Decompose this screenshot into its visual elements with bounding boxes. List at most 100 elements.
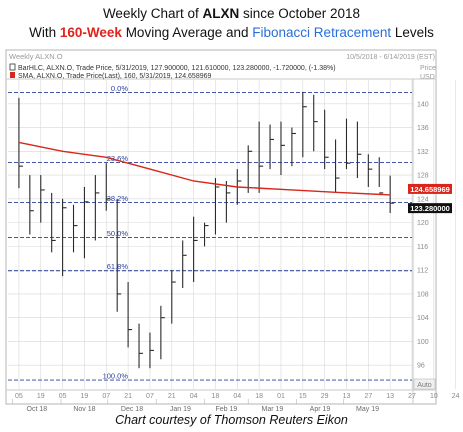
x-tick-label: 21	[124, 393, 132, 400]
price-bar	[160, 305, 165, 360]
subtitle-prefix: With	[29, 25, 60, 40]
x-tick-label: 10	[430, 393, 438, 400]
subtitle-suffix: Levels	[391, 25, 434, 40]
price-bar	[356, 121, 362, 179]
fib-level-label: 38.2%	[107, 194, 129, 203]
sma-160-line	[18, 141, 391, 196]
x-tick-label: 27	[408, 393, 416, 400]
price-bar	[324, 109, 329, 170]
price-bar	[138, 323, 144, 369]
chart-header-left: Weekly ALXN.O	[9, 52, 63, 61]
chart-border	[5, 49, 437, 405]
x-month-label: Mar 19	[261, 406, 283, 413]
price-bar	[40, 175, 45, 223]
price-bars	[18, 91, 395, 369]
subtitle-fib: Fibonacci Retracement	[252, 25, 392, 40]
y-tick-label: 120	[417, 220, 429, 227]
x-tick-label: 07	[102, 393, 110, 400]
x-month-label: May 19	[356, 406, 379, 413]
chart-frame	[5, 49, 437, 405]
x-tick-label: 27	[364, 393, 372, 400]
price-bar	[258, 121, 264, 193]
price-bar	[225, 181, 231, 223]
x-tick-label: 05	[59, 393, 67, 400]
y-tick-label: 136	[417, 125, 429, 132]
y-tick-label: 132	[417, 149, 429, 156]
price-bar	[51, 192, 56, 253]
x-month-label: Apr 19	[310, 406, 331, 413]
price-bar	[313, 94, 318, 152]
price-bar	[62, 198, 67, 277]
x-month-label: Dec 18	[121, 406, 143, 413]
price-bar	[72, 204, 78, 253]
auto-scale-label: Auto	[417, 382, 432, 389]
x-tick-label: 13	[343, 393, 351, 400]
price-bar	[182, 240, 187, 288]
x-tick-label: 15	[299, 393, 307, 400]
price-bar	[269, 124, 275, 170]
legend-sma: SMA, ALXN.O, Trade Price(Last), 160, 5/3…	[10, 72, 212, 80]
fib-level-label: 0.0%	[111, 84, 128, 93]
x-tick-label: 18	[212, 393, 220, 400]
price-bar	[367, 154, 373, 187]
x-tick-label: 07	[146, 393, 154, 400]
x-tick-label: 04	[190, 393, 198, 400]
y-tick-label: 124	[417, 196, 429, 203]
price-bar	[302, 91, 307, 158]
y-tick-label: 104	[417, 315, 429, 322]
price-bar	[127, 282, 133, 348]
price-bar	[378, 157, 384, 194]
fibonacci-levels: 0.0%23.6%38.2%50.0%61.8%100.0%	[8, 84, 412, 381]
y-tick-label: 96	[417, 363, 425, 370]
y-axis: 96 100 104 108 112 116 120 124 128 132 136 140	[417, 101, 429, 369]
price-bar	[247, 145, 253, 193]
price-bar	[149, 332, 154, 369]
price-bar	[203, 222, 209, 247]
price-bar	[94, 175, 100, 241]
x-tick-label: 05	[15, 393, 23, 400]
last-price-badge	[408, 203, 452, 214]
last-price-text: 123.280000	[410, 204, 450, 213]
legend-sma-text: SMA, ALXN.O, Trade Price(Last), 160, 5/3…	[18, 73, 212, 80]
x-axis: 05 19 05 19 07 21 07 21 04 18 04 18 01 15 29 13 27 13 27 10…	[12, 393, 460, 413]
subtitle-ma: 160-Week	[59, 25, 122, 40]
price-bar	[345, 118, 351, 170]
price-bar	[116, 198, 122, 312]
y-tick-label: 112	[417, 268, 428, 275]
title-prefix: Weekly Chart of	[102, 6, 203, 21]
x-month-label: Feb 19	[215, 406, 237, 413]
x-tick-label: 19	[81, 393, 89, 400]
x-month-label: Oct 18	[27, 406, 48, 413]
chart-title-line2: With 160-Week Moving Average and Fibonac…	[0, 25, 463, 40]
price-bar	[280, 121, 285, 176]
subtitle-middle: Moving Average and	[121, 25, 253, 40]
y-tick-label: 100	[417, 339, 429, 346]
sma-value-text: 124.658969	[410, 185, 450, 194]
price-bar	[193, 216, 198, 283]
x-month-label: Nov 18	[73, 406, 95, 413]
sma-legend-icon	[10, 72, 15, 78]
price-bar	[83, 186, 89, 259]
last-value-badges: 124.658969 123.280000	[408, 183, 452, 214]
price-bar	[214, 178, 220, 235]
price-bar	[105, 163, 111, 211]
x-tick-label: 29	[321, 393, 329, 400]
chart-header-right: 10/5/2018 - 6/14/2019 (EST)	[346, 54, 435, 61]
legend-bar-text: BarHLC, ALXN.O, Trade Price, 5/31/2019, …	[18, 65, 336, 72]
y-tick-label: 108	[417, 291, 429, 298]
chart-title-line1: Weekly Chart of ALXN since October 2018	[0, 6, 463, 21]
currency-label: Price	[420, 65, 436, 72]
sma-value-badge	[408, 183, 452, 194]
legend-bar: BarHLC, ALXN.O, Trade Price, 5/31/2019, …	[9, 63, 336, 72]
y-tick-label: 128	[417, 173, 429, 180]
x-month-label: Jan 19	[170, 406, 191, 413]
title-ticker: ALXN	[202, 6, 240, 21]
auto-scale-button[interactable]	[413, 378, 436, 390]
currency-unit: USD	[420, 74, 435, 81]
fib-level-label: 23.6%	[107, 154, 129, 163]
bar-legend-icon	[9, 63, 16, 71]
x-tick-label: 18	[255, 393, 263, 400]
price-bar	[171, 270, 176, 324]
title-suffix: since October 2018	[239, 6, 361, 21]
